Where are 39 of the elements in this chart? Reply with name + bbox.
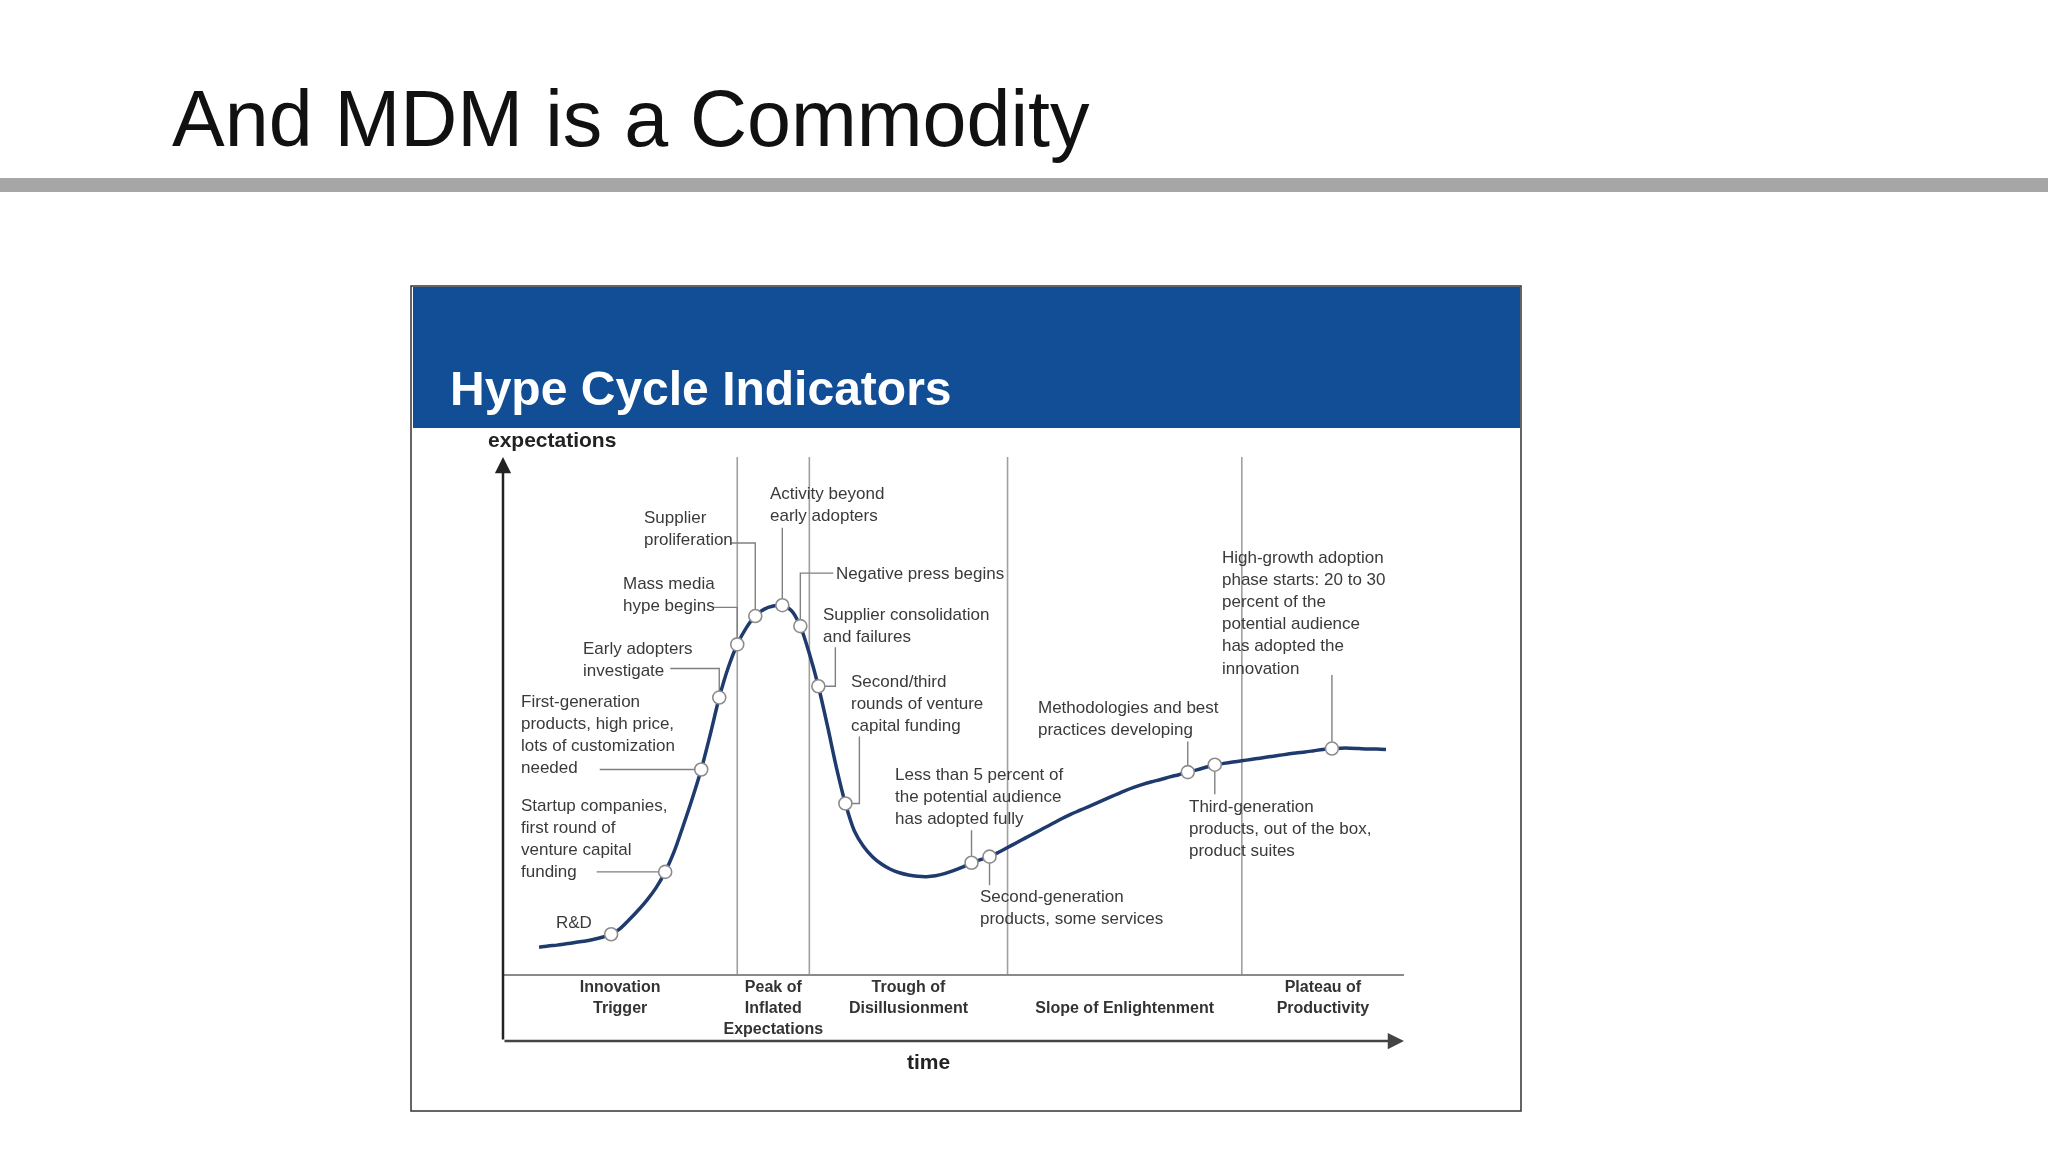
annotation: Methodologies and best practices developing: [1038, 698, 1219, 740]
annotation: Second-generation products, some services: [980, 887, 1164, 929]
point: [982, 849, 997, 864]
annotation: First-generation products, high price, lots of customization needed: [521, 692, 676, 778]
point: [603, 926, 619, 942]
annotation: Third-generation products, out of the box, product suites: [1189, 797, 1372, 861]
x-tick-label: Slope of Enlightenment: [1035, 999, 1215, 1016]
annotation: R&D: [556, 913, 592, 932]
point: [657, 864, 673, 880]
point: [1324, 741, 1340, 756]
annotation: Less than 5 percent of the potential audience has adopted fully: [895, 765, 1064, 829]
annotation: Second/third rounds of venture capital funding: [851, 672, 984, 736]
point: [1180, 764, 1196, 780]
chart-title: And MDM is a Commodity: [172, 73, 1090, 163]
point: [964, 855, 979, 871]
annotation: Supplier consolidation and failures: [823, 605, 990, 647]
chart-subtitle: Hype Cycle Indicators: [450, 362, 952, 415]
x-tick-label: Plateau of Productivity: [1276, 978, 1370, 1016]
x-axis-title: time: [907, 1050, 951, 1073]
text: expectations: [488, 428, 617, 451]
annotation: Mass media hype begins: [623, 574, 716, 616]
point: [775, 597, 790, 613]
annotation: High-growth adoption phase starts: 20 to 30 percent of the potential audience has adopted the innovation: [1222, 548, 1386, 678]
annotation: Startup companies, first round of venture capital funding: [521, 796, 668, 882]
annotation: Early adopters investigate: [583, 639, 693, 681]
text: Activity beyond early adopters: [770, 484, 885, 526]
text: Negative press begins: [836, 564, 1005, 583]
point: [693, 762, 709, 777]
x-tick-label: Peak of Inflated Expectations: [723, 978, 824, 1037]
x-tick-label: Innovation Trigger: [579, 978, 661, 1016]
point: [729, 637, 745, 652]
point: [811, 678, 826, 694]
text: Supplier proliferation: [644, 508, 733, 550]
x-tick-label: Trough of Disillusionment: [848, 978, 969, 1016]
point: [838, 796, 853, 811]
point: [747, 608, 763, 624]
point: [711, 690, 727, 705]
point: [1207, 757, 1223, 772]
point: [793, 618, 808, 634]
